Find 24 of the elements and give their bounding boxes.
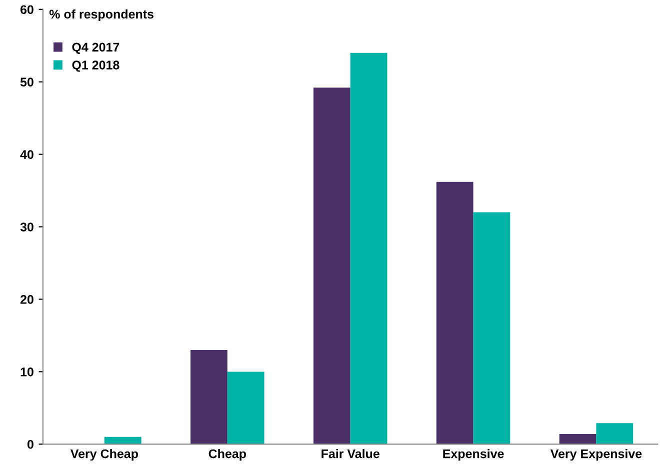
bar — [190, 350, 228, 444]
x-tick-label: Expensive — [443, 449, 504, 461]
x-tick-label: Fair Value — [322, 449, 380, 458]
y-tick-label: 10 — [20, 367, 34, 376]
y-axis-title: % of respondents — [49, 9, 154, 22]
bar — [313, 88, 350, 444]
bar — [104, 436, 142, 444]
y-tick-label: 50 — [20, 78, 34, 87]
bar — [227, 372, 264, 444]
legend-label: Q4 2017 — [72, 42, 120, 54]
y-tick-label: 60 — [20, 5, 34, 14]
y-tick-label: 30 — [20, 222, 34, 232]
bar — [436, 182, 474, 444]
legend-label: Q1 2018 — [72, 60, 120, 72]
x-tick-label: Very Cheap — [70, 449, 138, 461]
y-tick-label: 40 — [20, 150, 34, 159]
y-tick-label: 0 — [27, 440, 34, 449]
bar — [350, 52, 388, 444]
x-tick-label: Cheap — [208, 449, 246, 461]
x-tick-label: Very Expensive — [550, 449, 642, 461]
bar — [473, 212, 510, 444]
y-tick-label: 20 — [20, 295, 34, 304]
bar — [596, 423, 634, 444]
bar — [559, 434, 596, 444]
